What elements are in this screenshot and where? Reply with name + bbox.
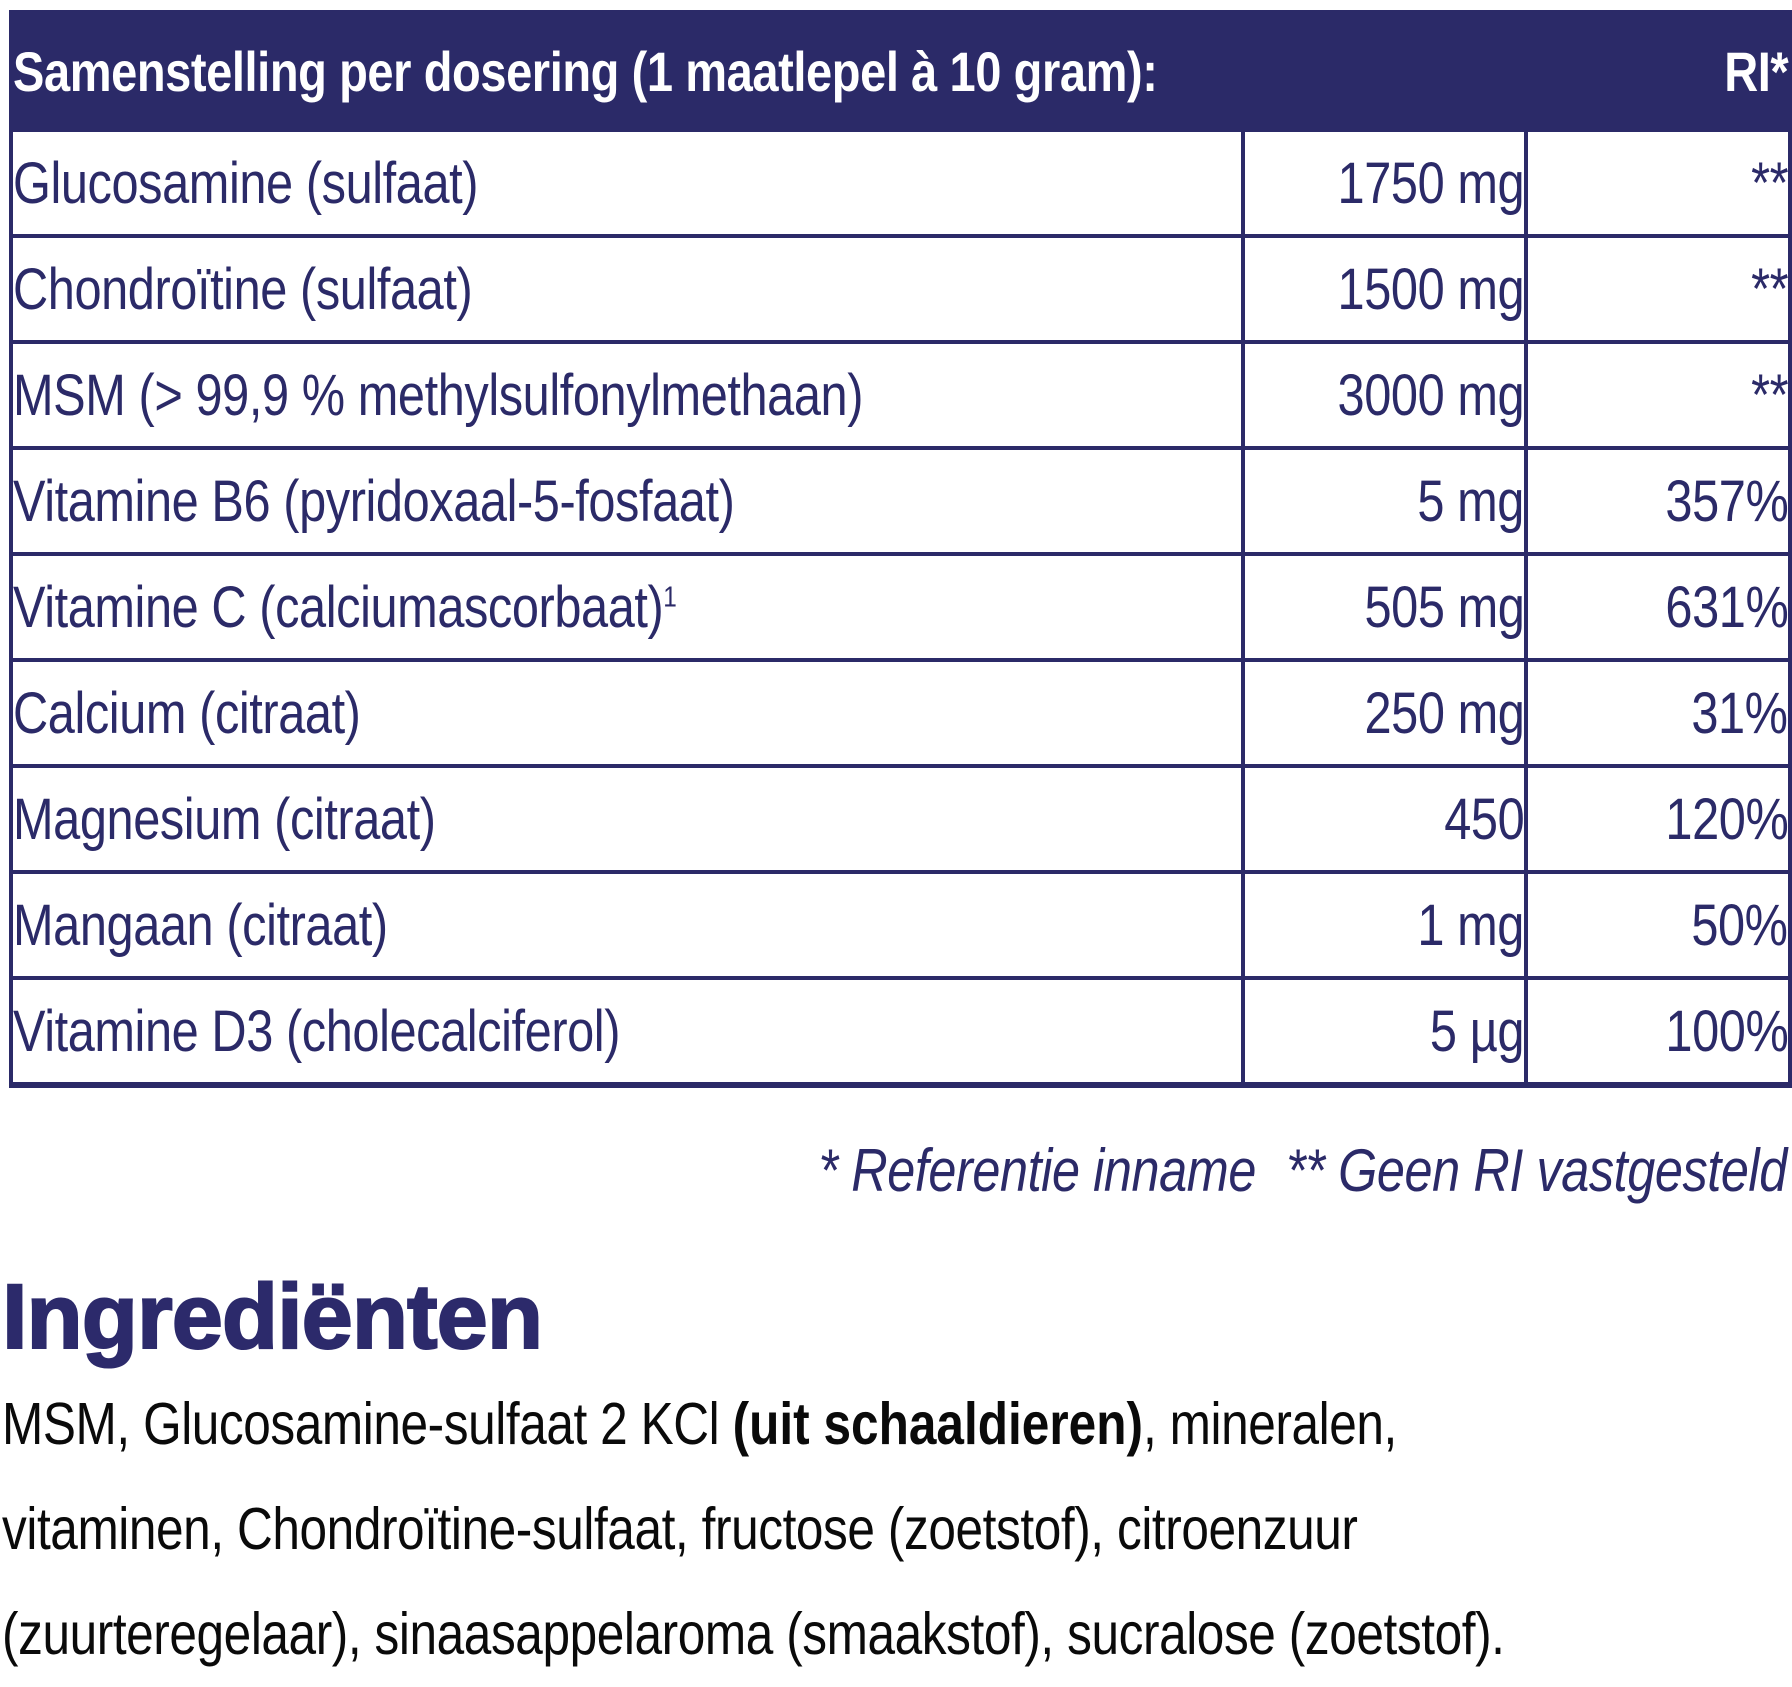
table-row: Glucosamine (sulfaat) 1750 mg ** (9, 128, 1792, 238)
ingredients-text: (zuurteregelaar), sinaasappelaroma (smaa… (2, 1601, 1505, 1667)
table-row: Vitamine B6 (pyridoxaal-5-fosfaat) 5 mg … (9, 446, 1792, 556)
footnote: * Referentie inname ** Geen RI vastgestel… (0, 1136, 1788, 1205)
ingredient-ri: 120% (1665, 786, 1788, 852)
ri-column-header: RI* (1723, 39, 1789, 103)
ingredients-heading: Ingrediënten (1, 1265, 544, 1369)
ingredient-ri: ** (1750, 150, 1789, 216)
ingredient-ri: 31% (1691, 680, 1789, 746)
table-header-row: Samenstelling per dosering (1 maatlepel … (9, 10, 1792, 132)
ingredient-amount: 250 mg (1364, 680, 1524, 746)
ingredient-name: Vitamine C (calciumascorbaat) (13, 574, 664, 640)
ingredients-text: MSM, Glucosamine-sulfaat 2 KCl (2, 1391, 733, 1457)
ingredients-line-3: (zuurteregelaar), sinaasappelaroma (smaa… (2, 1582, 1792, 1687)
ingredients-text: vitaminen, Chondroïtine-sulfaat, fructos… (2, 1496, 1358, 1562)
table-row: Chondroïtine (sulfaat) 1500 mg ** (9, 234, 1792, 344)
ingredient-ri: 50% (1691, 892, 1789, 958)
allergen-bold-text: (uit schaaldieren) (732, 1391, 1143, 1457)
table-row: Calcium (citraat) 250 mg 31% (9, 658, 1792, 768)
table-title: Samenstelling per dosering (1 maatlepel … (13, 39, 1158, 103)
ingredient-ri: 631% (1665, 574, 1788, 640)
ingredient-name: Vitamine D3 (cholecalciferol) (13, 998, 621, 1064)
ingredient-name: Calcium (citraat) (13, 680, 361, 746)
table-row: MSM (> 99,9 % methylsulfonylmethaan) 300… (9, 340, 1792, 450)
ingredient-name: Glucosamine (sulfaat) (13, 150, 479, 216)
ingredient-name: Mangaan (citraat) (13, 892, 388, 958)
ri-column-header-cell: RI* (1524, 10, 1792, 132)
ingredient-amount: 1750 mg (1337, 150, 1524, 216)
ingredient-ri: ** (1750, 256, 1789, 322)
composition-table: Samenstelling per dosering (1 maatlepel … (9, 10, 1792, 1088)
table-row: Vitamine D3 (cholecalciferol) 5 µg 100% (9, 976, 1792, 1088)
ingredient-name: Chondroïtine (sulfaat) (13, 256, 473, 322)
ingredient-ri: 100% (1665, 998, 1788, 1064)
ingredient-amount: 1500 mg (1337, 256, 1524, 322)
ingredient-amount: 450 (1443, 786, 1524, 852)
footnote-marker: 1 (663, 581, 677, 614)
ingredients-text: , mineralen, (1142, 1391, 1397, 1457)
ingredients-line-2: vitaminen, Chondroïtine-sulfaat, fructos… (2, 1477, 1792, 1582)
table-row: Vitamine C (calciumascorbaat)1 505 mg 63… (9, 552, 1792, 662)
ingredient-amount: 5 mg (1417, 468, 1524, 534)
footnote-reference-intake: * Referentie inname (818, 1137, 1257, 1204)
ingredient-amount: 1 mg (1417, 892, 1524, 958)
table-row: Mangaan (citraat) 1 mg 50% (9, 870, 1792, 980)
ingredient-amount: 3000 mg (1337, 362, 1524, 428)
ingredient-name: MSM (> 99,9 % methylsulfonylmethaan) (13, 362, 864, 428)
ingredient-name: Magnesium (citraat) (13, 786, 436, 852)
ingredient-ri: ** (1750, 362, 1789, 428)
ingredient-amount: 505 mg (1364, 574, 1524, 640)
ingredient-name: Vitamine B6 (pyridoxaal-5-fosfaat) (13, 468, 735, 534)
table-title-cell: Samenstelling per dosering (1 maatlepel … (9, 10, 1528, 132)
ingredients-paragraph: MSM, Glucosamine-sulfaat 2 KCl (uit scha… (2, 1372, 1792, 1687)
ingredient-ri: 357% (1665, 468, 1788, 534)
ingredient-amount: 5 µg (1429, 998, 1525, 1064)
ingredients-line-1: MSM, Glucosamine-sulfaat 2 KCl (uit scha… (2, 1372, 1792, 1477)
table-row: Magnesium (citraat) 450 120% (9, 764, 1792, 874)
footnote-no-ri: ** Geen RI vastgesteld (1286, 1137, 1787, 1204)
